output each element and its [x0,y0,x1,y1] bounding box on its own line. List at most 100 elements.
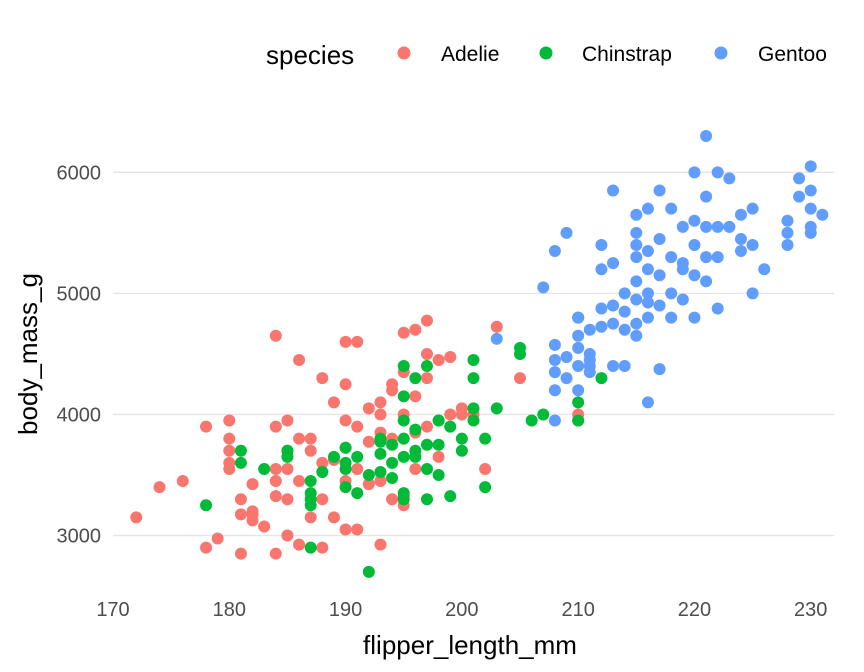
point-chinstrap [420,360,433,373]
point-chinstrap [397,450,410,463]
point-adelie [409,323,422,336]
point-adelie [269,475,282,488]
point-adelie [339,523,352,536]
point-chinstrap [444,490,457,503]
point-adelie [351,462,364,475]
point-chinstrap [327,450,340,463]
legend-key-chinstrap [539,46,553,60]
point-gentoo [560,226,573,239]
point-adelie [223,414,236,427]
point-chinstrap [362,469,375,481]
point-chinstrap [467,402,480,415]
point-adelie [153,481,166,494]
point-adelie [234,547,247,560]
point-adelie [327,396,340,409]
x-tick-label-220: 220 [678,599,711,621]
point-adelie [409,390,422,403]
point-adelie [234,493,247,506]
point-adelie [374,538,387,551]
point-chinstrap [386,456,399,469]
x-tick-label-190: 190 [329,599,362,621]
point-gentoo [607,360,620,373]
point-adelie [362,402,375,415]
legend-key-gentoo [714,46,728,60]
point-gentoo [630,317,643,330]
series-gentoo [490,130,829,427]
point-gentoo [595,263,608,276]
point-adelie [432,450,445,463]
point-adelie [362,478,375,491]
point-gentoo [653,269,666,282]
point-chinstrap [351,450,364,463]
point-gentoo [665,311,678,324]
point-gentoo [793,190,806,203]
point-gentoo [804,184,817,197]
point-gentoo [641,245,654,258]
point-adelie [281,462,294,475]
point-gentoo [781,214,794,227]
point-adelie [316,372,329,385]
point-gentoo [688,239,701,251]
point-chinstrap [397,414,410,427]
point-adelie [409,462,422,475]
point-gentoo [548,354,561,366]
point-chinstrap [432,469,445,481]
y-tick-label-3000: 3000 [57,526,102,548]
point-adelie [339,335,352,348]
point-gentoo [630,239,643,251]
point-adelie [420,372,433,385]
point-chinstrap [572,396,585,409]
point-gentoo [572,384,585,397]
legend-key-adelie [397,46,411,60]
point-adelie [339,378,352,391]
point-gentoo [618,323,631,336]
point-gentoo [641,287,654,300]
point-adelie [223,462,236,475]
point-gentoo [630,251,643,264]
point-gentoo [630,293,643,306]
point-gentoo [653,299,666,312]
point-gentoo [700,130,713,143]
point-adelie [327,511,340,524]
point-adelie [304,444,317,457]
legend-item-chinstrap: Chinstrap [539,43,672,66]
point-adelie [362,435,375,448]
point-adelie [374,475,387,488]
point-gentoo [688,214,701,227]
point-gentoo [700,190,713,203]
point-chinstrap [304,487,317,500]
point-chinstrap [525,414,538,427]
point-gentoo [490,332,503,345]
x-tick-label-180: 180 [213,599,246,621]
y-axis-tick-labels: 3000 4000 5000 6000 [57,162,102,547]
point-adelie [223,444,236,457]
point-chinstrap [490,402,503,415]
point-adelie [293,432,306,445]
point-adelie [455,408,468,421]
legend-label-gentoo: Gentoo [758,43,827,66]
point-adelie [281,529,294,542]
point-gentoo [734,245,747,258]
x-tick-label-200: 200 [445,599,478,621]
point-adelie [246,478,259,491]
point-gentoo [560,350,573,363]
point-gentoo [746,202,759,215]
point-adelie [316,541,329,554]
point-gentoo [607,299,620,312]
point-chinstrap [455,444,468,457]
point-adelie [130,511,143,524]
point-adelie [374,408,387,421]
point-gentoo [572,329,585,342]
point-chinstrap [304,499,317,512]
point-adelie [479,462,492,475]
point-chinstrap [397,432,410,445]
point-gentoo [583,323,596,336]
point-chinstrap [420,493,433,506]
point-gentoo [641,396,654,409]
point-chinstrap [339,481,352,494]
point-chinstrap [316,465,329,478]
point-adelie [490,320,503,333]
point-gentoo [607,184,620,197]
point-gentoo [700,251,713,264]
